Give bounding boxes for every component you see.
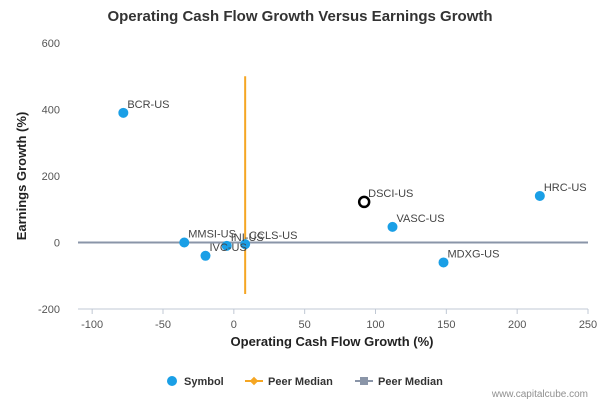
x-tick-label: 150 [437,319,455,331]
data-point[interactable] [387,221,398,232]
legend-item-symbol[interactable]: Symbol [167,376,224,388]
peer-median-lines [78,76,588,295]
y-axis-ticks: -200 0 200 400 600 [38,38,60,316]
data-point[interactable] [221,240,232,251]
data-point[interactable] [438,257,449,268]
y-tick-label: 600 [42,38,60,50]
x-tick-label: 250 [579,319,597,331]
y-tick-label: 200 [42,171,60,183]
legend-item-peer-median-vertical[interactable]: Peer Median [245,376,333,388]
data-point[interactable] [200,250,211,261]
x-tick-label: 200 [508,319,526,331]
chart-title: Operating Cash Flow Growth Versus Earnin… [107,8,492,25]
data-point-label: IVC-US [210,242,247,254]
data-point[interactable] [179,237,190,248]
x-tick-label: 100 [366,319,384,331]
legend-diamond-marker [249,376,259,386]
x-tick-label: -100 [81,319,103,331]
data-point-label: MMSI-US [188,229,236,241]
legend-square-marker [360,377,368,385]
x-tick-label: -50 [155,319,171,331]
data-point-label: DSCI-US [368,188,413,200]
data-point-label: INI-US [231,232,264,244]
x-axis-title: Operating Cash Flow Growth (%) [231,334,434,349]
legend: Symbol Peer Median Peer Median [167,376,443,388]
legend-symbol-label: Symbol [184,376,224,388]
x-axis-ticks: -100 -50 0 50 100 150 200 250 [81,309,597,331]
data-point-label: CCLS-US [249,230,297,242]
legend-symbol-marker [167,376,177,386]
data-point-label: BCR-US [127,99,169,111]
y-tick-label: 400 [42,105,60,117]
legend-peer-median-label: Peer Median [268,376,333,388]
highlight-point[interactable] [357,195,371,209]
data-point-label: MDXG-US [448,248,500,260]
data-point[interactable] [534,190,545,201]
x-tick-label: 50 [299,319,311,331]
data-point[interactable] [240,239,251,250]
y-tick-label: -200 [38,304,60,316]
credit-text: www.capitalcube.com [491,389,588,400]
data-point-label: VASC-US [397,213,445,225]
data-point-label: HRC-US [544,182,587,194]
y-tick-label: 0 [54,238,60,250]
data-points [118,107,545,268]
legend-item-peer-median-horizontal[interactable]: Peer Median [355,376,443,388]
x-tick-label: 0 [231,319,237,331]
y-axis-title: Earnings Growth (%) [14,112,29,241]
data-point[interactable] [118,107,129,118]
legend-peer-median-label: Peer Median [378,376,443,388]
